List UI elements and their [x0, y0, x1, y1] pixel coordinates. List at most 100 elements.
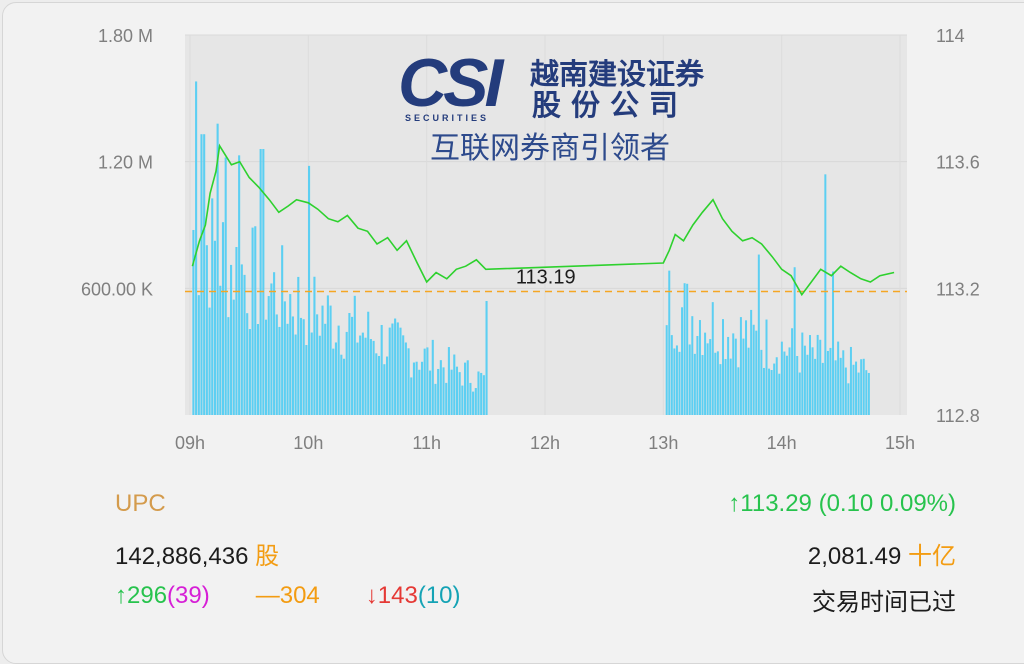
- volume-bar: [716, 351, 719, 415]
- volume-bar: [219, 285, 222, 415]
- volume-bar: [857, 372, 860, 415]
- volume-bar: [420, 361, 424, 415]
- volume-bars: [192, 81, 870, 416]
- volume-bar: [278, 326, 281, 415]
- volume-bar: [313, 276, 316, 415]
- volume-bar: [474, 388, 477, 415]
- volume-bar: [221, 222, 225, 415]
- volume-bar: [267, 296, 270, 415]
- volume-bar: [826, 350, 829, 415]
- volume-bar: [372, 340, 375, 415]
- volume-bar: [837, 341, 840, 415]
- volume-bar: [302, 319, 305, 415]
- volume-bar: [418, 369, 421, 415]
- volume-axis-labels: 600.00 K 1.20 M 1.80 M: [81, 26, 153, 299]
- volume-bar: [821, 362, 824, 415]
- volume-bar: [388, 327, 391, 415]
- volume-bar: [308, 165, 311, 415]
- volume-bar: [803, 345, 806, 415]
- volume-bar: [688, 344, 691, 415]
- volume-bar: [407, 348, 410, 415]
- advances-count: 296: [127, 582, 168, 609]
- volume-bar: [747, 347, 750, 415]
- volume-bar: [386, 356, 389, 415]
- volume-bar: [391, 323, 394, 415]
- volume-bar: [337, 325, 340, 415]
- down-arrow-icon: ↓: [365, 582, 378, 609]
- volume-bar: [762, 367, 765, 415]
- volume-bar: [192, 229, 195, 415]
- volume-bar: [429, 370, 432, 415]
- volume-bar: [434, 383, 437, 415]
- volume-bar: [394, 318, 397, 415]
- volume-bar: [203, 134, 206, 415]
- volume-bar: [437, 368, 440, 415]
- time-tick-label: 09h: [175, 433, 205, 453]
- volume-bar: [321, 305, 324, 415]
- volume-bar: [208, 307, 211, 415]
- volume-bar: [415, 361, 418, 415]
- volume-bar: [696, 335, 699, 415]
- intraday-chart: 113.19 CSI SECURITIES 越南建设证券 股份公司 互联网券商引…: [81, 26, 980, 453]
- session-status: 交易时间已过: [812, 589, 956, 616]
- volume-bar: [404, 342, 407, 415]
- volume-tick-label: 1.80 M: [98, 26, 153, 46]
- volume-bar: [670, 335, 673, 415]
- volume-bar: [410, 377, 413, 415]
- volume-bar: [472, 391, 475, 415]
- volume-bar: [711, 302, 714, 415]
- volume-bar: [230, 264, 233, 415]
- volume-bar: [734, 338, 737, 415]
- volume-bar: [195, 81, 198, 415]
- volume-bar: [832, 271, 835, 415]
- volume-bar: [780, 341, 783, 415]
- volume-bar: [768, 368, 771, 415]
- floor-count: (10): [417, 582, 461, 609]
- volume-bar: [466, 360, 469, 415]
- volume-bar: [439, 360, 442, 415]
- volume-bar: [463, 362, 467, 415]
- volume-bar: [275, 314, 278, 415]
- volume-bar: [732, 333, 735, 415]
- volume-bar: [773, 363, 776, 415]
- volume-bar: [445, 382, 448, 415]
- volume-bar: [755, 330, 758, 415]
- volume-bar: [860, 359, 863, 415]
- volume-bar: [847, 383, 850, 415]
- index-change: (0.10 0.09%): [818, 490, 956, 517]
- volume-bar: [750, 309, 753, 415]
- volume-bar: [765, 319, 768, 415]
- volume-bar: [447, 347, 450, 415]
- volume-bar: [246, 313, 249, 415]
- volume-bar: [361, 332, 364, 415]
- volume-bar: [453, 354, 456, 415]
- volume-bar: [235, 247, 238, 415]
- volume-bar: [814, 358, 817, 415]
- volume-bar: [678, 351, 681, 415]
- volume-bar: [426, 347, 429, 415]
- declines-count: 143: [377, 582, 418, 609]
- volume-bar: [816, 334, 819, 415]
- volume-bar: [798, 372, 801, 415]
- value-unit: 十亿: [908, 543, 956, 570]
- volume-bar: [681, 307, 684, 415]
- price-tick-label: 114: [936, 26, 965, 46]
- volume-bar: [270, 283, 273, 415]
- time-tick-label: 14h: [767, 433, 797, 453]
- volume-bar: [286, 323, 289, 415]
- volume-bar: [316, 314, 319, 415]
- volume-bar: [775, 357, 778, 415]
- volume-bar: [745, 320, 748, 415]
- volume-bar: [238, 155, 241, 416]
- time-axis-labels: 09h 10h 11h 12h 13h 14h 15h: [175, 433, 915, 453]
- time-tick-label: 11h: [412, 433, 441, 453]
- volume-bar: [334, 342, 338, 415]
- volume-bar: [809, 335, 811, 415]
- volume-bar: [461, 385, 464, 415]
- volume-bar: [727, 336, 730, 415]
- volume-bar: [305, 345, 308, 415]
- total-volume: 142,886,436: [115, 543, 249, 570]
- volume-bar: [294, 334, 297, 415]
- volume-bar: [205, 245, 208, 415]
- volume-bar: [227, 317, 230, 415]
